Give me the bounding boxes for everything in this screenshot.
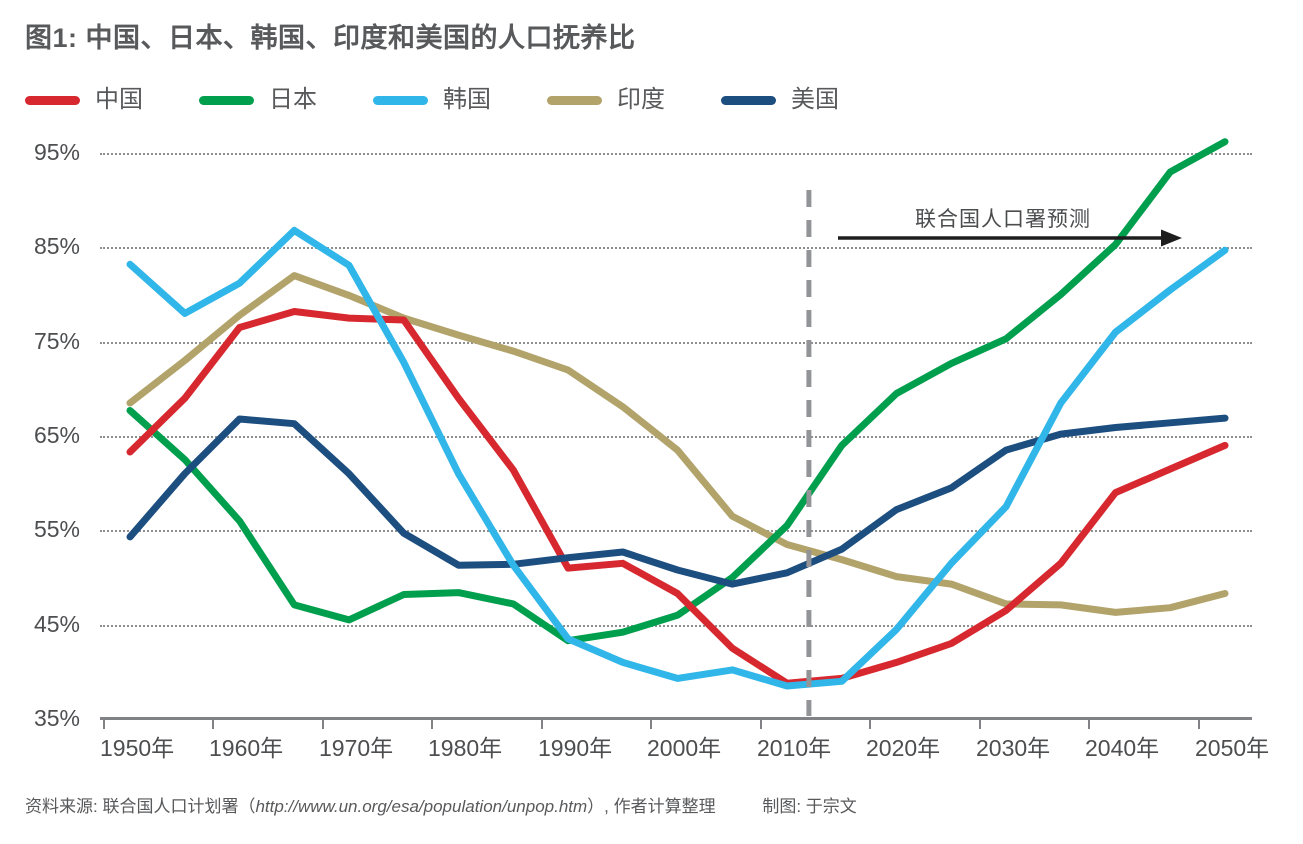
legend-label-us: 美国 (791, 86, 839, 113)
legend-label-india: 印度 (617, 86, 665, 113)
x-tick-1960年 (212, 720, 214, 729)
y-tick-label-95: 95% (33, 139, 80, 165)
legend-label-japan: 日本 (269, 86, 317, 113)
x-tick-1950年 (103, 720, 105, 729)
korea-color-swatch (373, 95, 428, 105)
y-tick-label-65: 65% (33, 422, 80, 448)
china-color-swatch (25, 95, 80, 105)
gridline-55 (100, 530, 1252, 532)
series-line-india (126, 272, 1229, 616)
gridline-65 (100, 436, 1252, 438)
gridline-95 (100, 153, 1252, 155)
x-tick-label-2030年: 2030年 (976, 735, 1051, 761)
x-tick-2030年 (979, 720, 981, 729)
x-tick-2040年 (1088, 720, 1090, 729)
legend: 中国 日本 韩国 印度 美国 (25, 88, 895, 112)
legend-item-india: 印度 (547, 88, 665, 112)
us-color-swatch (721, 95, 776, 105)
source-url: http://www.un.org/esa/population/unpop.h… (255, 797, 588, 816)
x-tick-label-2050年: 2050年 (1195, 735, 1270, 761)
legend-item-korea: 韩国 (373, 88, 491, 112)
x-tick-label-1970年: 1970年 (319, 735, 394, 761)
x-tick-2010年 (760, 720, 762, 729)
x-tick-2050年 (1198, 720, 1200, 729)
series-line-korea (126, 226, 1229, 690)
source-text: 资料来源: 联合国人口计划署（http://www.un.org/esa/pop… (25, 797, 716, 816)
x-tick-label-1960年: 1960年 (209, 735, 284, 761)
y-tick-label-45: 45% (33, 611, 80, 637)
gridline-75 (100, 342, 1252, 344)
x-tick-label-1950年: 1950年 (100, 735, 175, 761)
x-tick-1980年 (431, 720, 433, 729)
legend-item-china: 中国 (25, 88, 143, 112)
gridline-45 (100, 625, 1252, 627)
x-tick-2000年 (650, 720, 652, 729)
x-tick-label-2040年: 2040年 (1085, 735, 1160, 761)
y-tick-label-35: 35% (33, 705, 80, 731)
forecast-arrow-head (1161, 229, 1182, 247)
legend-item-japan: 日本 (199, 88, 317, 112)
series-line-japan (126, 138, 1229, 645)
series-line-china (126, 308, 1229, 687)
legend-item-us: 美国 (721, 88, 839, 112)
x-tick-label-1980年: 1980年 (428, 735, 503, 761)
legend-label-china: 中国 (95, 86, 143, 113)
y-tick-label-85: 85% (33, 233, 80, 259)
figure-title: 图1: 中国、日本、韩国、印度和美国的人口抚养比 (25, 23, 636, 53)
x-tick-label-2010年: 2010年 (757, 735, 832, 761)
gridline-85 (100, 247, 1252, 249)
source-note: 资料来源: 联合国人口计划署（http://www.un.org/esa/pop… (25, 792, 857, 817)
forecast-annotation: 联合国人口署预测 (915, 208, 1091, 231)
x-tick-2020年 (869, 720, 871, 729)
japan-color-swatch (199, 95, 254, 105)
x-axis-line (100, 717, 1252, 720)
y-tick-label-75: 75% (33, 328, 80, 354)
x-tick-1990年 (541, 720, 543, 729)
india-color-swatch (547, 95, 602, 105)
x-tick-1970年 (322, 720, 324, 729)
chart-credit: 制图: 于宗文 (762, 797, 857, 816)
legend-label-korea: 韩国 (443, 86, 491, 113)
x-tick-label-2000年: 2000年 (647, 735, 722, 761)
x-tick-label-2020年: 2020年 (866, 735, 941, 761)
y-tick-label-55: 55% (33, 516, 80, 542)
x-tick-label-1990年: 1990年 (538, 735, 613, 761)
